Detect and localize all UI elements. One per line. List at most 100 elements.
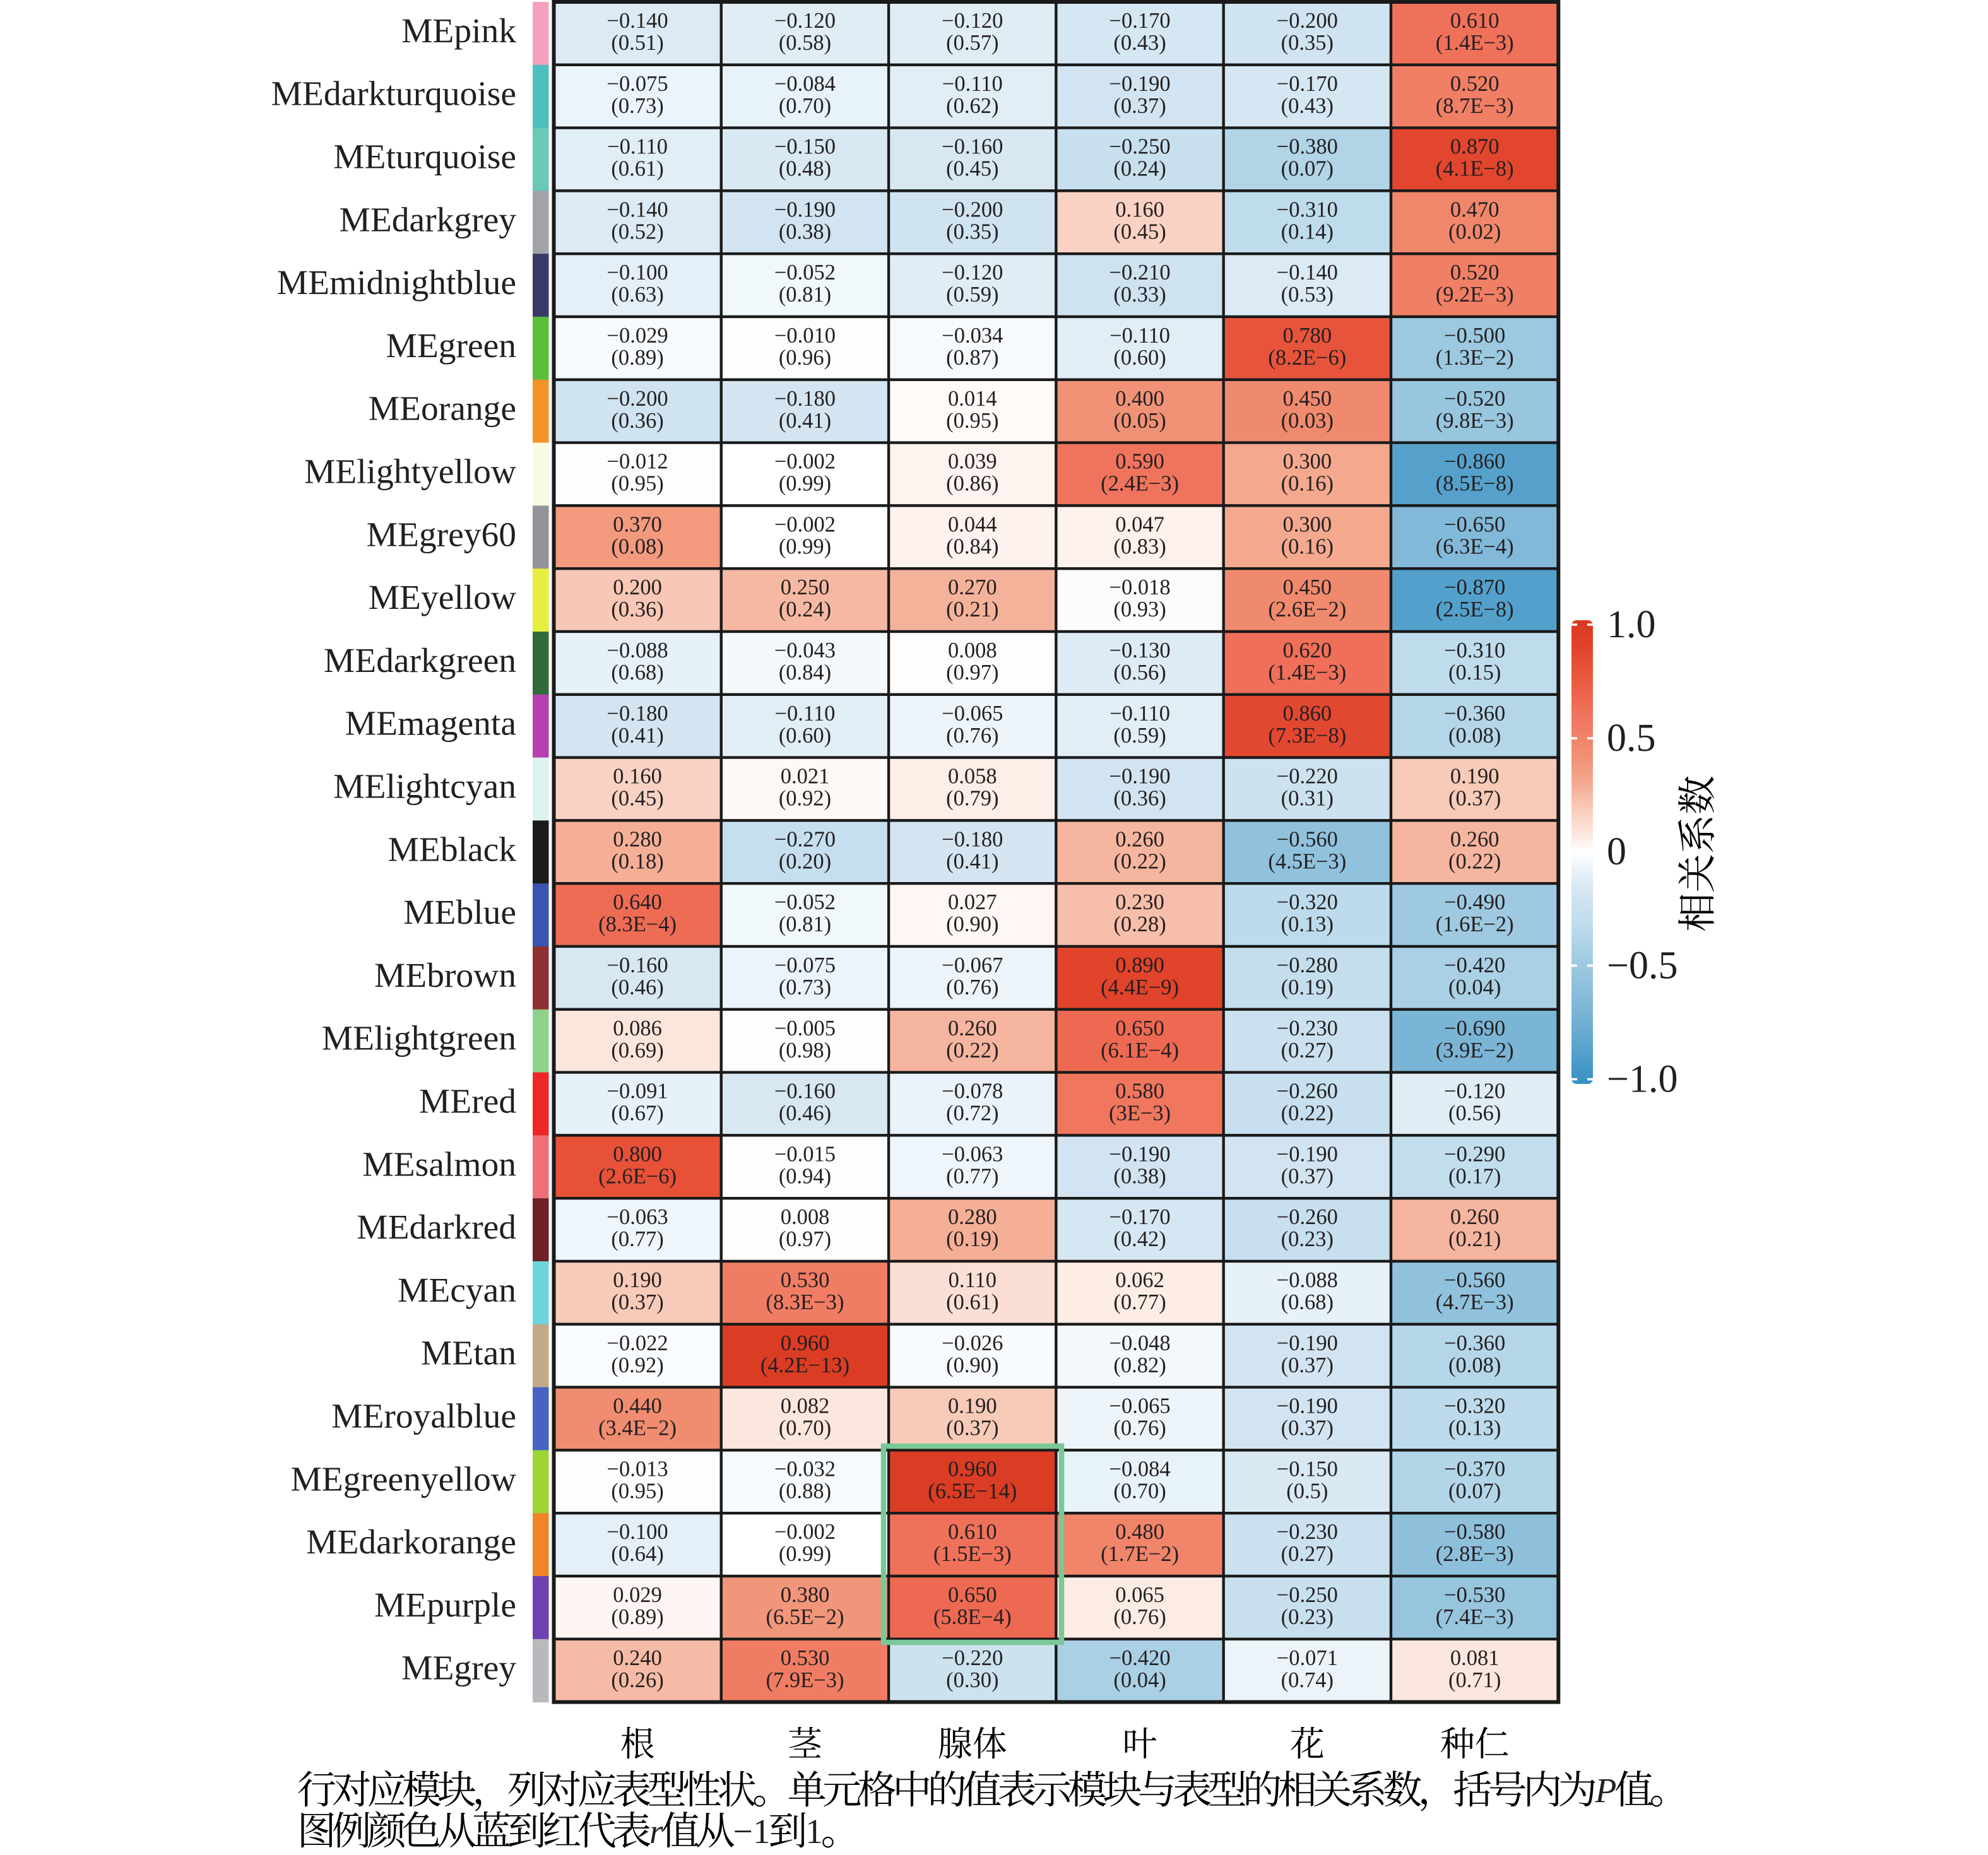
svg-text:0.300: 0.300 — [1282, 512, 1332, 536]
svg-text:−0.190: −0.190 — [1277, 1394, 1338, 1418]
svg-text:0.650: 0.650 — [1115, 1016, 1164, 1040]
svg-text:−0.160: −0.160 — [942, 135, 1003, 159]
svg-text:(0.92): (0.92) — [611, 1353, 663, 1377]
svg-text:(0.08): (0.08) — [1448, 724, 1501, 748]
svg-text:0.260: 0.260 — [948, 1016, 997, 1040]
svg-text:−0.026: −0.026 — [942, 1331, 1003, 1355]
svg-text:(7.4E−3): (7.4E−3) — [1436, 1605, 1514, 1629]
svg-text:(1.5E−3): (1.5E−3) — [933, 1542, 1012, 1566]
svg-text:(0.92): (0.92) — [779, 787, 831, 811]
svg-text:(0.83): (0.83) — [1113, 534, 1166, 558]
svg-text:−0.290: −0.290 — [1444, 1142, 1505, 1166]
svg-text:(0.42): (0.42) — [1113, 1227, 1166, 1251]
svg-text:(0.68): (0.68) — [1281, 1290, 1334, 1314]
svg-text:0.260: 0.260 — [1450, 827, 1500, 851]
svg-text:(0.96): (0.96) — [779, 346, 831, 370]
svg-text:−0.210: −0.210 — [1109, 261, 1171, 285]
svg-text:(0.30): (0.30) — [946, 1668, 998, 1692]
svg-text:0.008: 0.008 — [781, 1205, 830, 1229]
svg-text:−0.110: −0.110 — [942, 72, 1003, 96]
svg-text:(4.5E−3): (4.5E−3) — [1268, 849, 1346, 873]
svg-text:−0.002: −0.002 — [774, 512, 836, 536]
svg-text:−0.260: −0.260 — [1277, 1080, 1338, 1104]
svg-text:(1.4E−3): (1.4E−3) — [1268, 661, 1346, 685]
svg-text:−0.160: −0.160 — [774, 1080, 836, 1104]
svg-text:0.960: 0.960 — [781, 1331, 830, 1355]
svg-text:−0.170: −0.170 — [1109, 9, 1171, 33]
svg-text:MEcyan: MEcyan — [398, 1271, 516, 1310]
svg-text:MElightgreen: MElightgreen — [322, 1020, 516, 1058]
svg-text:−0.052: −0.052 — [774, 890, 836, 914]
svg-text:(0.70): (0.70) — [779, 94, 831, 118]
svg-text:(0.77): (0.77) — [946, 1164, 998, 1188]
svg-text:−0.100: −0.100 — [607, 1520, 668, 1544]
svg-text:−0.084: −0.084 — [1109, 1457, 1171, 1481]
svg-text:(0.5): (0.5) — [1286, 1479, 1328, 1503]
svg-text:0.039: 0.039 — [948, 450, 997, 474]
svg-text:(3.9E−2): (3.9E−2) — [1436, 1039, 1514, 1063]
svg-text:(1.4E−3): (1.4E−3) — [1436, 31, 1514, 55]
svg-text:−0.690: −0.690 — [1444, 1016, 1505, 1040]
svg-text:MEtan: MEtan — [421, 1334, 516, 1373]
svg-text:(0.33): (0.33) — [1113, 283, 1166, 307]
svg-text:(0.82): (0.82) — [1113, 1353, 1166, 1377]
svg-text:(0.68): (0.68) — [611, 661, 663, 685]
svg-text:(0.56): (0.56) — [1113, 661, 1166, 685]
svg-text:−0.013: −0.013 — [607, 1457, 668, 1481]
svg-text:MEdarkorange: MEdarkorange — [306, 1523, 516, 1562]
svg-text:0.065: 0.065 — [1115, 1583, 1164, 1607]
svg-text:(0.18): (0.18) — [611, 849, 663, 873]
svg-text:(0.93): (0.93) — [1113, 598, 1166, 621]
svg-text:(0.95): (0.95) — [611, 472, 663, 496]
svg-text:−0.280: −0.280 — [1277, 953, 1338, 977]
svg-text:−0.360: −0.360 — [1444, 1331, 1505, 1355]
svg-text:MEroyalblue: MEroyalblue — [331, 1398, 516, 1436]
svg-text:(9.2E−3): (9.2E−3) — [1436, 283, 1514, 307]
svg-text:MEdarkred: MEdarkred — [357, 1208, 516, 1247]
svg-text:MEmagenta: MEmagenta — [345, 705, 516, 743]
svg-text:(0.23): (0.23) — [1281, 1605, 1334, 1629]
svg-text:−0.067: −0.067 — [942, 953, 1003, 977]
svg-text:−1.0: −1.0 — [1607, 1058, 1677, 1101]
svg-text:(0.37): (0.37) — [1281, 1353, 1334, 1377]
svg-text:0.086: 0.086 — [613, 1016, 662, 1040]
svg-text:(0.19): (0.19) — [946, 1227, 998, 1251]
svg-text:0.610: 0.610 — [948, 1520, 997, 1544]
svg-text:(0.43): (0.43) — [1113, 31, 1166, 55]
svg-text:(0.45): (0.45) — [611, 787, 663, 811]
svg-text:(0.37): (0.37) — [1448, 787, 1501, 811]
svg-text:(0.76): (0.76) — [1113, 1605, 1166, 1629]
svg-text:−0.065: −0.065 — [1109, 1394, 1171, 1418]
svg-text:MEbrown: MEbrown — [374, 957, 516, 995]
svg-text:(0.51): (0.51) — [611, 31, 663, 55]
svg-text:(1.7E−2): (1.7E−2) — [1101, 1542, 1179, 1566]
svg-text:−0.140: −0.140 — [607, 9, 668, 33]
svg-text:1: 1 — [805, 1813, 823, 1851]
svg-text:−0.310: −0.310 — [1444, 639, 1505, 662]
svg-text:−0.520: −0.520 — [1444, 387, 1505, 411]
svg-text:(0.24): (0.24) — [1113, 157, 1166, 181]
svg-text:0.650: 0.650 — [948, 1583, 997, 1607]
svg-text:(0.21): (0.21) — [1448, 1227, 1501, 1251]
svg-text:(0.60): (0.60) — [1113, 346, 1166, 370]
svg-text:(1.6E−2): (1.6E−2) — [1436, 912, 1514, 936]
svg-text:0.062: 0.062 — [1115, 1268, 1164, 1292]
svg-text:(0.67): (0.67) — [611, 1102, 663, 1126]
svg-text:0.780: 0.780 — [1282, 324, 1332, 348]
svg-text:(2.5E−8): (2.5E−8) — [1436, 598, 1514, 621]
svg-text:−0.180: −0.180 — [774, 387, 836, 411]
svg-text:(0.36): (0.36) — [611, 598, 663, 621]
svg-text:(0.35): (0.35) — [1281, 31, 1334, 55]
svg-text:−0.360: −0.360 — [1444, 702, 1505, 726]
svg-text:0.400: 0.400 — [1115, 387, 1164, 411]
svg-text:−0.002: −0.002 — [774, 450, 836, 474]
svg-text:−0.032: −0.032 — [774, 1457, 836, 1481]
svg-text:(0.77): (0.77) — [611, 1227, 663, 1251]
svg-text:(7.3E−8): (7.3E−8) — [1268, 724, 1346, 748]
svg-text:−0.260: −0.260 — [1277, 1205, 1338, 1229]
svg-text:(6.5E−14): (6.5E−14) — [928, 1479, 1017, 1503]
svg-text:(0.41): (0.41) — [611, 724, 663, 748]
svg-text:−0.084: −0.084 — [774, 72, 836, 96]
svg-text:(9.8E−3): (9.8E−3) — [1436, 409, 1514, 433]
svg-text:−0.380: −0.380 — [1277, 135, 1338, 159]
